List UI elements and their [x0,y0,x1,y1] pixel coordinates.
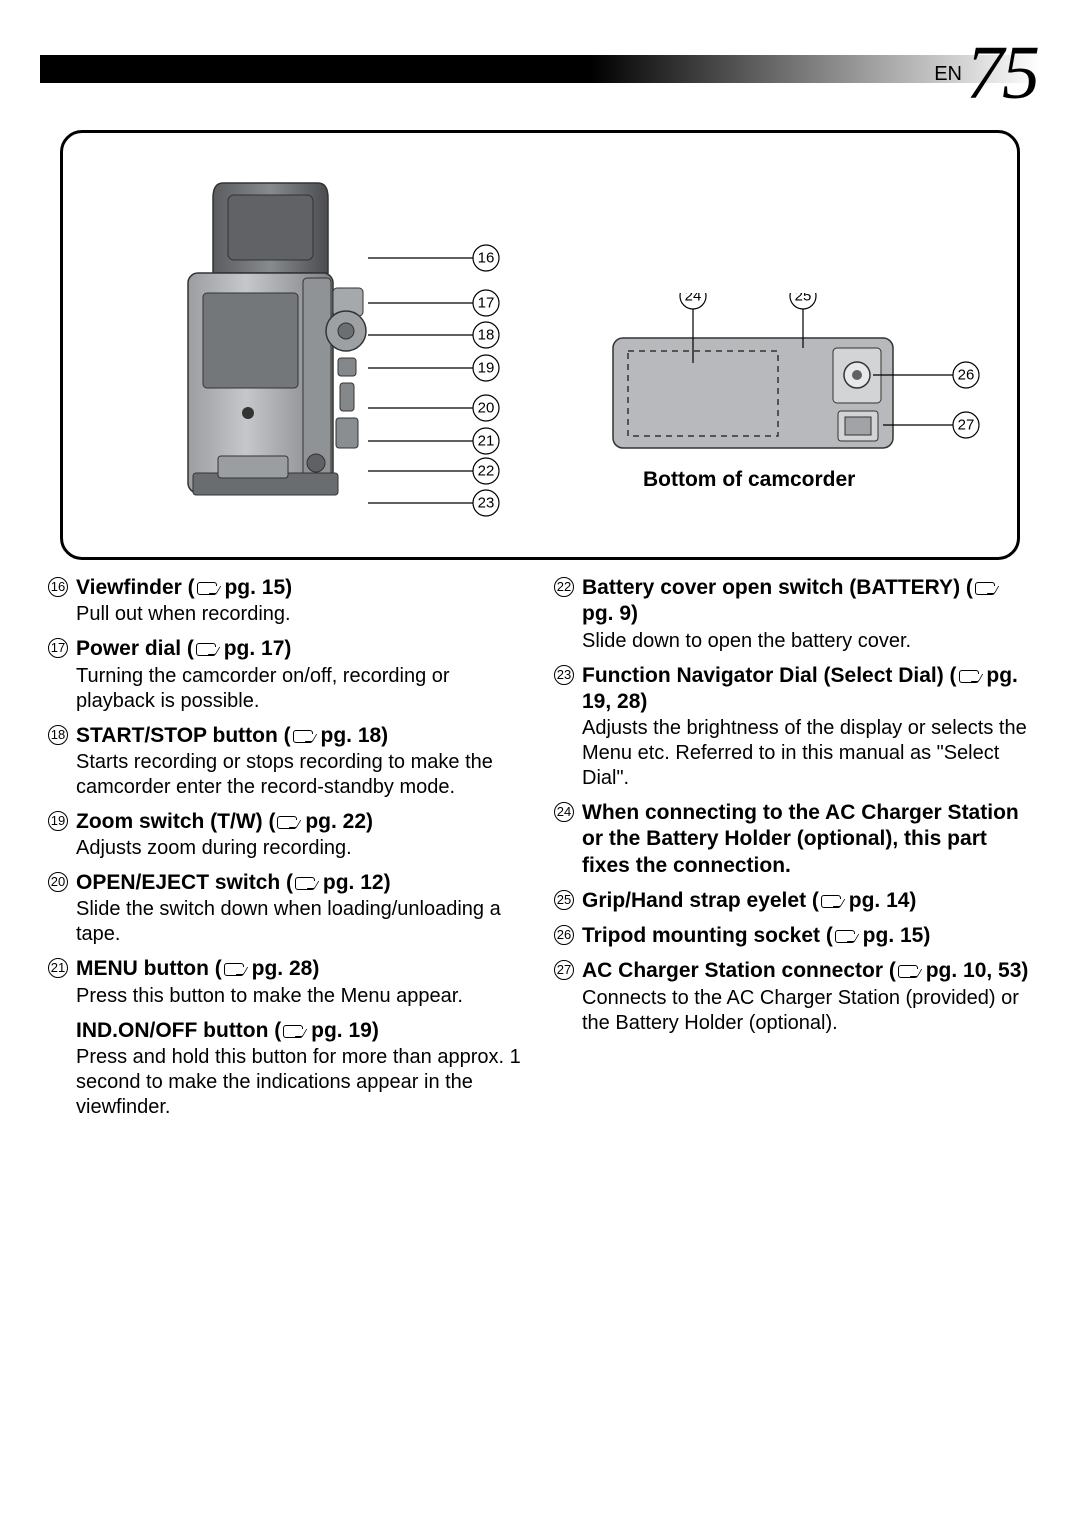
page-ref-icon [277,816,297,829]
side-callouts: 16 17 18 19 20 21 22 23 [368,173,528,533]
entry-16: 16 Viewfinder ( pg. 15)Pull out when reco… [48,575,526,627]
entry-number: 23 [554,665,574,685]
page-ref-icon [295,877,315,890]
content-columns: 16 Viewfinder ( pg. 15)Pull out when reco… [48,575,1032,1129]
callout-19: 19 [368,355,499,381]
svg-text:20: 20 [478,400,495,417]
entry-title: Tripod mounting socket ( pg. 15) [582,923,1032,949]
entry-number: 17 [48,638,68,658]
entry-body: Starts recording or stops recording to m… [76,750,526,800]
entry-body: Connects to the AC Charger Station (prov… [582,986,1032,1036]
lang-code: EN [934,63,962,85]
diagram-frame: 16 17 18 19 20 21 22 23 24 25 26 27 Bott… [60,130,1020,560]
page-ref-icon [224,963,244,976]
entry-24: 24 When connecting to the AC Charger Stat… [554,800,1032,879]
bottom-view-caption: Bottom of camcorder [643,468,855,492]
page-ref-icon [835,930,855,943]
entry-number: 18 [48,725,68,745]
entry-title: Grip/Hand strap eyelet ( pg. 14) [582,888,1032,914]
entry-number: 27 [554,960,574,980]
entry-22: 22 Battery cover open switch (BATTERY) ( … [554,575,1032,654]
page-ref-icon [898,965,918,978]
svg-text:17: 17 [478,295,495,312]
camcorder-side-view [168,173,368,513]
page-ref-icon [197,582,217,595]
entry-title: MENU button ( pg. 28) [76,956,526,982]
callout-22: 22 [368,458,499,484]
callout-18: 18 [368,322,499,348]
entry-title: OPEN/EJECT switch ( pg. 12) [76,870,526,896]
callout-27: 27 [883,412,979,438]
entry-18: 18 START/STOP button ( pg. 18)Starts reco… [48,723,526,800]
callout-23: 23 [368,490,499,516]
svg-text:23: 23 [478,495,495,512]
callout-17: 17 [368,290,499,316]
svg-text:25: 25 [795,293,812,305]
entry-title: When connecting to the AC Charger Statio… [582,800,1032,879]
svg-text:16: 16 [478,250,495,267]
page-ref-icon [821,895,841,908]
entry-body: Adjusts zoom during recording. [76,836,526,861]
entry-17: 17 Power dial ( pg. 17)Turning the camcor… [48,636,526,713]
entry-20: 20 OPEN/EJECT switch ( pg. 12)Slide the s… [48,870,526,947]
entry-body: Slide down to open the battery cover. [582,629,1032,654]
page-number: EN 75 [934,30,1038,117]
page-ref-icon [975,582,995,595]
callout-16: 16 [368,245,499,271]
callout-21: 21 [368,428,499,454]
entry-cont: IND.ON/OFF button ( pg. 19)Press and hol… [48,1018,526,1120]
page-num: 75 [966,31,1038,115]
entry-26: 26 Tripod mounting socket ( pg. 15) [554,923,1032,949]
entry-25: 25 Grip/Hand strap eyelet ( pg. 14) [554,888,1032,914]
entry-number: 25 [554,890,574,910]
callout-20: 20 [368,395,499,421]
svg-text:24: 24 [685,293,702,305]
entry-number: 21 [48,958,68,978]
svg-text:27: 27 [958,417,975,434]
right-column: 22 Battery cover open switch (BATTERY) ( … [554,575,1032,1129]
entry-27: 27 AC Charger Station connector ( pg. 10,… [554,958,1032,1035]
entry-number: 26 [554,925,574,945]
camcorder-bottom-view: 24 25 26 27 [583,293,993,493]
entry-number: 22 [554,577,574,597]
entry-number: 19 [48,811,68,831]
entry-number: 16 [48,577,68,597]
entry-body: Press and hold this button for more than… [76,1045,526,1120]
page-ref-icon [293,730,313,743]
entry-title: IND.ON/OFF button ( pg. 19) [76,1018,526,1044]
entry-title: AC Charger Station connector ( pg. 10, 5… [582,958,1032,984]
entry-body: Pull out when recording. [76,602,526,627]
entry-body: Press this button to make the Menu appea… [76,984,526,1009]
header-gradient-bar [40,55,1040,83]
entry-body: Adjusts the brightness of the display or… [582,716,1032,791]
left-column: 16 Viewfinder ( pg. 15)Pull out when reco… [48,575,526,1129]
svg-text:19: 19 [478,360,495,377]
entry-number: 20 [48,872,68,892]
entry-body: Slide the switch down when loading/unloa… [76,897,526,947]
svg-text:21: 21 [478,433,495,450]
entry-23: 23 Function Navigator Dial (Select Dial) … [554,663,1032,792]
svg-text:18: 18 [478,327,495,344]
entry-body: Turning the camcorder on/off, recording … [76,664,526,714]
page-ref-icon [959,670,979,683]
entry-19: 19 Zoom switch (T/W) ( pg. 22)Adjusts zoo… [48,809,526,861]
page-ref-icon [283,1025,303,1038]
svg-text:26: 26 [958,367,975,384]
entry-title: Battery cover open switch (BATTERY) ( pg… [582,575,1032,628]
entry-title: Function Navigator Dial (Select Dial) ( … [582,663,1032,716]
page-ref-icon [196,643,216,656]
entry-title: Power dial ( pg. 17) [76,636,526,662]
entry-title: START/STOP button ( pg. 18) [76,723,526,749]
svg-text:22: 22 [478,463,495,480]
entry-21: 21 MENU button ( pg. 28)Press this button… [48,956,526,1008]
entry-title: Zoom switch (T/W) ( pg. 22) [76,809,526,835]
entry-title: Viewfinder ( pg. 15) [76,575,526,601]
entry-number: 24 [554,802,574,822]
